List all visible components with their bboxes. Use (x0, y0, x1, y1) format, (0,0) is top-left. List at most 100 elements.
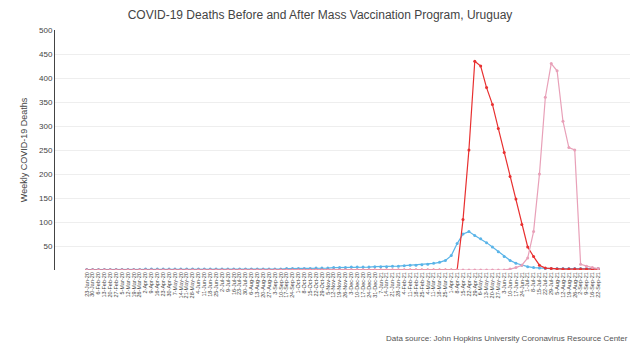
svg-text:21-May-20: 21-May-20 (183, 272, 189, 298)
svg-text:18-Jun-20: 18-Jun-20 (207, 272, 213, 297)
svg-text:4-Feb-21: 4-Feb-21 (401, 272, 407, 294)
svg-text:12-Nov-20: 12-Nov-20 (330, 272, 336, 298)
svg-text:5-Nov-20: 5-Nov-20 (325, 272, 331, 295)
svg-text:400: 400 (39, 74, 53, 83)
svg-text:19-Mar-20: 19-Mar-20 (131, 272, 137, 297)
svg-text:16-Sep-21: 16-Sep-21 (589, 272, 595, 298)
svg-text:30-Jul-20: 30-Jul-20 (242, 272, 248, 295)
svg-text:19-Aug-21: 19-Aug-21 (566, 272, 572, 298)
svg-text:350: 350 (39, 98, 53, 107)
svg-text:28-Jan-21: 28-Jan-21 (395, 272, 401, 297)
svg-text:100: 100 (39, 218, 53, 227)
svg-text:29-Jul-21: 29-Jul-21 (548, 272, 554, 295)
svg-text:27-Feb-20: 27-Feb-20 (113, 272, 119, 297)
svg-text:250: 250 (39, 146, 53, 155)
svg-text:3-Dec-20: 3-Dec-20 (348, 272, 354, 295)
svg-text:25-Jun-20: 25-Jun-20 (213, 272, 219, 297)
svg-text:5-Mar-20: 5-Mar-20 (119, 272, 125, 294)
svg-text:25-Mar-21: 25-Mar-21 (442, 272, 448, 297)
svg-text:24-Dec-20: 24-Dec-20 (366, 272, 372, 298)
svg-text:9-Jul-20: 9-Jul-20 (225, 272, 231, 292)
svg-text:6-May-21: 6-May-21 (477, 272, 483, 295)
svg-text:22-Sep-21: 22-Sep-21 (595, 272, 601, 298)
svg-text:6-Aug-20: 6-Aug-20 (248, 272, 254, 295)
svg-text:Data source: John Hopkins Univ: Data source: John Hopkins University Cor… (386, 334, 628, 343)
svg-text:7-Jan-21: 7-Jan-21 (378, 272, 384, 294)
svg-text:11-Mar-21: 11-Mar-21 (430, 272, 436, 297)
svg-text:20-Feb-20: 20-Feb-20 (107, 272, 113, 297)
svg-text:13-May-21: 13-May-21 (483, 272, 489, 298)
svg-text:3-Sep-20: 3-Sep-20 (272, 272, 278, 295)
svg-text:2-Sep-21: 2-Sep-21 (577, 272, 583, 295)
svg-text:26-Mar-20: 26-Mar-20 (136, 272, 142, 297)
svg-text:3-Jun-21: 3-Jun-21 (501, 272, 507, 294)
svg-text:300: 300 (39, 122, 53, 131)
svg-text:27-May-21: 27-May-21 (495, 272, 501, 298)
svg-text:15-Oct-20: 15-Oct-20 (307, 272, 313, 296)
svg-text:16-Jul-20: 16-Jul-20 (231, 272, 237, 295)
svg-text:8-Oct-20: 8-Oct-20 (301, 272, 307, 293)
svg-text:12-Aug-21: 12-Aug-21 (560, 272, 566, 298)
svg-text:10-Jun-21: 10-Jun-21 (507, 272, 513, 297)
svg-text:50: 50 (43, 242, 52, 251)
svg-text:26-Aug-21: 26-Aug-21 (572, 272, 578, 298)
svg-text:6-Feb-20: 6-Feb-20 (95, 272, 101, 294)
svg-text:7-May-20: 7-May-20 (172, 272, 178, 295)
svg-text:150: 150 (39, 194, 53, 203)
svg-text:15-Apr-21: 15-Apr-21 (460, 272, 466, 296)
svg-text:Weekly COVID-19 Deaths: Weekly COVID-19 Deaths (19, 97, 29, 202)
svg-text:500: 500 (39, 26, 53, 35)
svg-text:11-Jun-20: 11-Jun-20 (201, 272, 207, 296)
svg-text:1-Oct-20: 1-Oct-20 (295, 272, 301, 293)
svg-text:9-Sep-21: 9-Sep-21 (583, 272, 589, 295)
svg-text:2-Apr-20: 2-Apr-20 (142, 272, 148, 293)
svg-text:22-Oct-20: 22-Oct-20 (313, 272, 319, 296)
svg-text:29-Oct-20: 29-Oct-20 (319, 272, 325, 296)
svg-text:13-Feb-20: 13-Feb-20 (101, 272, 107, 297)
svg-text:17-Sep-20: 17-Sep-20 (283, 272, 289, 298)
svg-text:31-Dec-20: 31-Dec-20 (372, 272, 378, 298)
svg-text:23-Jul-20: 23-Jul-20 (236, 272, 242, 295)
svg-text:11-Feb-21: 11-Feb-21 (407, 272, 413, 297)
svg-text:8-Apr-21: 8-Apr-21 (454, 272, 460, 293)
svg-text:10-Dec-20: 10-Dec-20 (354, 272, 360, 298)
svg-text:15-Jul-21: 15-Jul-21 (536, 272, 542, 295)
svg-text:23-Apr-20: 23-Apr-20 (160, 272, 166, 296)
svg-text:30-Apr-20: 30-Apr-20 (166, 272, 172, 296)
svg-text:17-Jun-21: 17-Jun-21 (513, 272, 519, 297)
svg-text:26-Nov-20: 26-Nov-20 (342, 272, 348, 298)
svg-text:21-Jan-21: 21-Jan-21 (389, 272, 395, 297)
svg-text:2-Jul-20: 2-Jul-20 (219, 272, 225, 292)
svg-text:30-Jan-20: 30-Jan-20 (89, 272, 95, 297)
svg-text:22-Apr-21: 22-Apr-21 (466, 272, 472, 296)
svg-text:8-Jul-21: 8-Jul-21 (530, 272, 536, 292)
svg-text:20-May-21: 20-May-21 (489, 272, 495, 298)
svg-text:22-Jul-21: 22-Jul-21 (542, 272, 548, 295)
svg-text:23-Jan-20: 23-Jan-20 (84, 272, 90, 297)
svg-text:28-May-20: 28-May-20 (189, 272, 195, 298)
svg-text:24-Sep-20: 24-Sep-20 (289, 272, 295, 298)
svg-text:5-Aug-21: 5-Aug-21 (554, 272, 560, 295)
svg-text:18-Feb-21: 18-Feb-21 (413, 272, 419, 297)
svg-text:10-Sep-20: 10-Sep-20 (278, 272, 284, 298)
svg-text:27-Aug-20: 27-Aug-20 (266, 272, 272, 298)
svg-text:4-Mar-21: 4-Mar-21 (425, 272, 431, 294)
svg-text:24-Jun-21: 24-Jun-21 (519, 272, 525, 297)
svg-text:9-Apr-20: 9-Apr-20 (148, 272, 154, 293)
svg-text:13-Aug-20: 13-Aug-20 (254, 272, 260, 298)
svg-text:4-Jun-20: 4-Jun-20 (195, 272, 201, 294)
svg-text:29-Apr-21: 29-Apr-21 (472, 272, 478, 296)
svg-text:18-Mar-21: 18-Mar-21 (436, 272, 442, 297)
svg-text:14-Jan-21: 14-Jan-21 (383, 272, 389, 297)
svg-text:16-Apr-20: 16-Apr-20 (154, 272, 160, 296)
svg-text:450: 450 (39, 50, 53, 59)
svg-text:1-Jul-21: 1-Jul-21 (524, 272, 530, 292)
svg-text:17-Dec-20: 17-Dec-20 (360, 272, 366, 298)
svg-text:20-Aug-20: 20-Aug-20 (260, 272, 266, 298)
svg-text:12-Mar-20: 12-Mar-20 (125, 272, 131, 297)
svg-text:200: 200 (39, 170, 53, 179)
svg-text:14-May-20: 14-May-20 (178, 272, 184, 298)
svg-text:19-Nov-20: 19-Nov-20 (336, 272, 342, 298)
svg-text:COVID-19 Deaths Before and Aft: COVID-19 Deaths Before and After Mass Va… (128, 8, 513, 22)
svg-text:1-Apr-21: 1-Apr-21 (448, 272, 454, 293)
